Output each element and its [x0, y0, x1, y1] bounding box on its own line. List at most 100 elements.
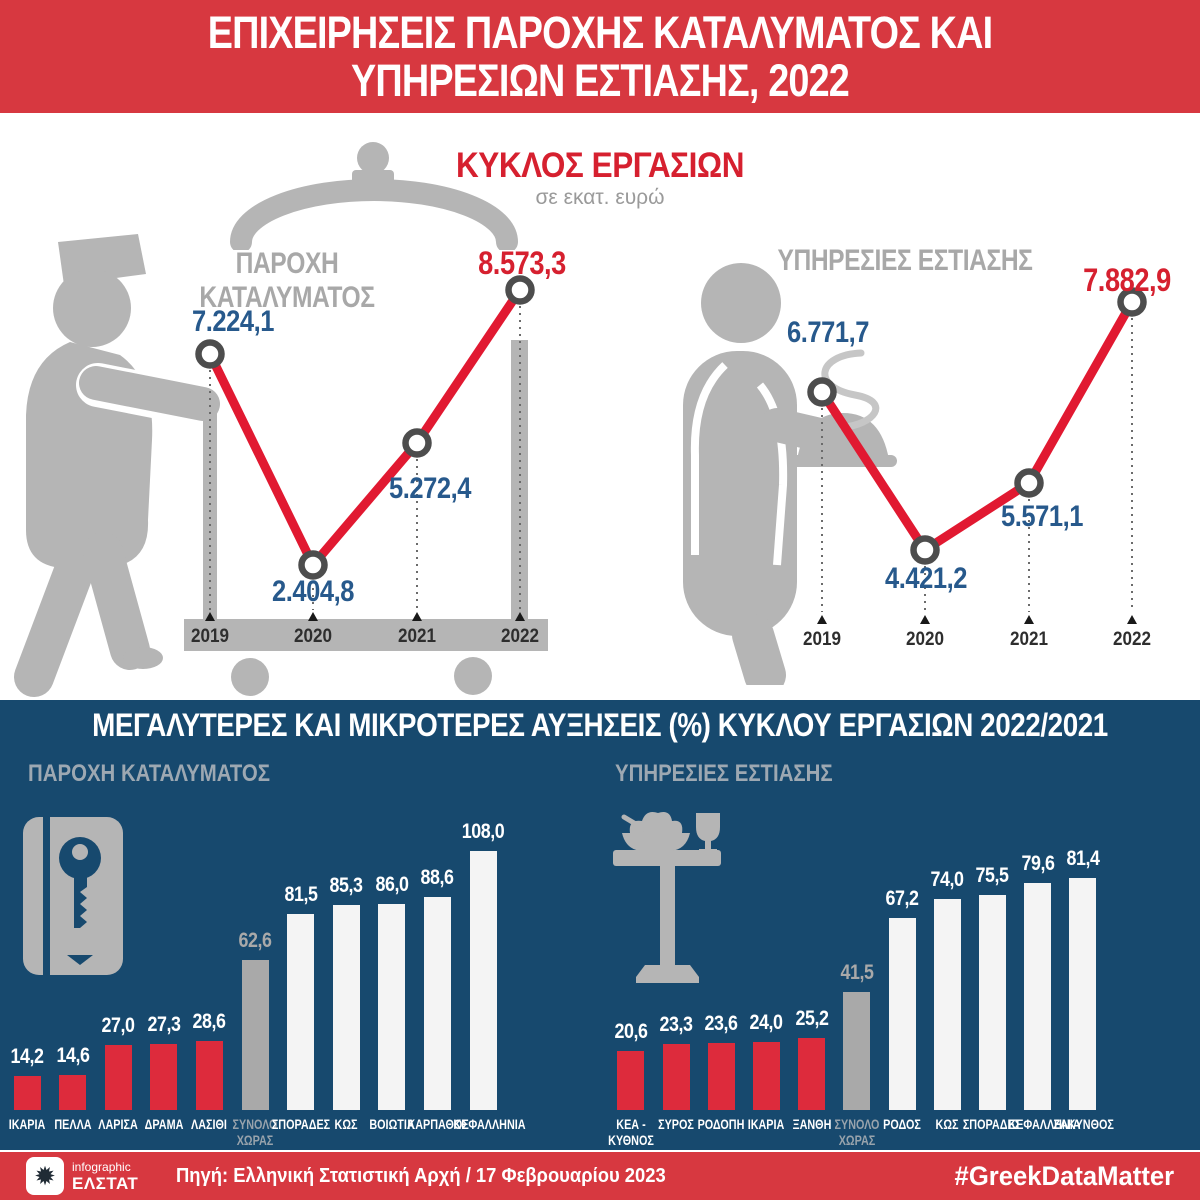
- cart-wheel-icon: [454, 657, 492, 695]
- value-label: 4.421,2: [884, 562, 968, 595]
- bar: [1024, 883, 1052, 1110]
- bar-category-label: ΠΕΛΛΑ: [53, 1117, 92, 1132]
- waiter-torso-icon: [683, 351, 797, 636]
- bar-category-label: ΣΠΟΡΑΔΕΣ: [963, 1117, 1022, 1132]
- bar: [1069, 878, 1097, 1110]
- bar-value-label: 85,3: [329, 874, 363, 897]
- bar-value-label: 14,2: [10, 1045, 44, 1068]
- bar-value-label: 74,0: [930, 868, 964, 891]
- bar-value-label: 24,0: [749, 1011, 783, 1034]
- bar-value-label: 28,6: [192, 1010, 226, 1033]
- value-label: 8.573,3: [478, 245, 566, 281]
- bar-category-label: ΚΩΣ: [334, 1117, 358, 1132]
- bellhop-foot-icon: [123, 647, 163, 669]
- value-label: 2.404,8: [271, 575, 355, 608]
- bar: [378, 904, 406, 1110]
- dome-knob-base-icon: [352, 170, 394, 190]
- turnover-section-title: ΚΥΚΛΟΣ ΕΡΓΑΣΙΩΝ: [455, 146, 744, 185]
- waiter-arm-icon: [760, 408, 850, 455]
- bar-value-label: 23,6: [704, 1012, 738, 1035]
- bar: [59, 1075, 87, 1110]
- data-point-marker: [1014, 468, 1044, 498]
- bar: [469, 851, 497, 1110]
- bar: [978, 895, 1006, 1110]
- increases-section-title: ΜΕΓΑΛΥΤΕΡΕΣ ΚΑΙ ΜΙΚΡΟΤΕΡΕΣ ΑΥΞΗΣΕΙΣ (%) …: [92, 707, 1108, 743]
- bar-value-label: 88,6: [420, 866, 454, 889]
- bellhop-cap-icon: [58, 234, 146, 285]
- bar-category-label: ΡΟΔΟΠΗ: [697, 1117, 745, 1132]
- value-label: 5.571,1: [1000, 500, 1084, 533]
- covered-dish-icon: [797, 413, 889, 460]
- axis-arrow-icon: [412, 612, 422, 621]
- axis-arrow-icon: [308, 612, 318, 621]
- bar-category-label: ΖΑΚΥΝΘΟΣ: [1053, 1117, 1114, 1132]
- year-label: 2020: [293, 626, 333, 647]
- axis-arrow-icon: [205, 612, 215, 621]
- bar-category-label: ΚΕΦΑΛΛΗΝΙΑ: [453, 1117, 526, 1132]
- year-label: 2021: [1009, 629, 1049, 650]
- bar-value-label: 62,6: [238, 929, 272, 952]
- data-point-marker: [298, 550, 328, 580]
- bar: [287, 914, 315, 1110]
- food-service-bars-heading: ΥΠΗΡΕΣΙΕΣ ΕΣΤΙΑΣΗΣ: [615, 760, 833, 787]
- value-label: 5.272,4: [388, 472, 472, 505]
- dome-knob-icon: [357, 142, 389, 174]
- bar: [332, 905, 360, 1110]
- data-point-marker: [807, 377, 837, 407]
- bar-category-label: ΣΥΝΟΛΟ ΧΩΡΑΣ: [232, 1117, 278, 1148]
- bar-category-label: ΣΥΡΟΣ: [658, 1117, 694, 1132]
- year-label: 2019: [802, 629, 842, 650]
- bar-value-label: 108,0: [461, 820, 505, 843]
- axis-arrow-icon: [1024, 615, 1034, 624]
- bar: [662, 1044, 690, 1110]
- bar-value-label: 27,0: [101, 1014, 135, 1037]
- bellhop-torso-icon: [26, 342, 153, 568]
- waiter-arm-outline: [756, 382, 788, 566]
- year-label: 2019: [190, 626, 230, 647]
- bar-category-label: ΛΑΣΙΘΙ: [191, 1117, 228, 1132]
- axis-arrow-icon: [920, 615, 930, 624]
- hashtag-text: #GreekDataMatter: [954, 1160, 1174, 1191]
- bar: [104, 1045, 132, 1110]
- bar-category-label: ΛΑΡΙΣΑ: [98, 1117, 138, 1132]
- bar-category-label: ΣΠΟΡΑΔΕΣ: [271, 1117, 330, 1132]
- bellhop-arm-icon: [79, 366, 220, 421]
- bar: [241, 960, 269, 1110]
- cart-wheel-icon: [231, 658, 269, 696]
- source-text: Πηγή: Ελληνική Στατιστική Αρχή / 17 Φεβρ…: [176, 1164, 666, 1187]
- page-title-line1: ΕΠΙΧΕΙΡΗΣΕΙΣ ΠΑΡΟΧΗΣ ΚΑΤΑΛΥΜΑΤΟΣ ΚΑΙ: [207, 7, 993, 58]
- year-label: 2020: [905, 629, 945, 650]
- cart-post-icon: [203, 412, 217, 622]
- steam-icon: [821, 349, 880, 431]
- elstat-logo-infographic: infographic: [72, 1159, 131, 1174]
- bar-category-label: ΚΑΡΠΑΘΟΣ: [407, 1117, 470, 1132]
- waiter-leg-icon: [732, 614, 786, 685]
- data-point-marker: [195, 339, 225, 369]
- bar-value-label: 23,3: [659, 1013, 693, 1036]
- waiter-arm-outline: [690, 362, 728, 555]
- elstat-logo-text: infographic ΕΛΣΤΑΤ: [72, 1161, 138, 1192]
- bellhop-leg-icon: [83, 532, 150, 670]
- header-banner: ΕΠΙΧΕΙΡΗΣΕΙΣ ΠΑΡΟΧΗΣ ΚΑΤΑΛΥΜΑΤΟΣ ΚΑΙ ΥΠΗ…: [0, 0, 1200, 113]
- dish-tray-icon: [789, 455, 897, 467]
- bar-value-label: 86,0: [375, 873, 409, 896]
- bar: [150, 1044, 178, 1110]
- elstat-logo-name: ΕΛΣΤΑΤ: [72, 1173, 139, 1193]
- bar-value-label: 75,5: [975, 864, 1009, 887]
- data-point-marker: [910, 535, 940, 565]
- food-service-chart-heading: ΥΠΗΡΕΣΙΕΣ ΕΣΤΙΑΣΗΣ: [777, 244, 1033, 277]
- bar-category-label: ΚΩΣ: [935, 1117, 959, 1132]
- turnover-section-unit: σε εκατ. ευρώ: [535, 186, 665, 209]
- axis-arrow-icon: [1127, 615, 1137, 624]
- bar-category-label: ΒΟΙΩΤΙΑ: [369, 1117, 415, 1132]
- bellhop-head-icon: [53, 269, 131, 347]
- year-label: 2022: [1112, 629, 1152, 650]
- bar-value-label: 67,2: [885, 887, 919, 910]
- accommodation-bars-heading: ΠΑΡΟΧΗ ΚΑΤΑΛΥΜΑΤΟΣ: [28, 760, 270, 787]
- bellhop-arm-outline: [76, 363, 222, 427]
- bar-value-label: 81,4: [1066, 847, 1100, 870]
- axis-arrow-icon: [515, 612, 525, 621]
- bar-value-label: 20,6: [614, 1020, 648, 1043]
- year-label: 2021: [397, 626, 437, 647]
